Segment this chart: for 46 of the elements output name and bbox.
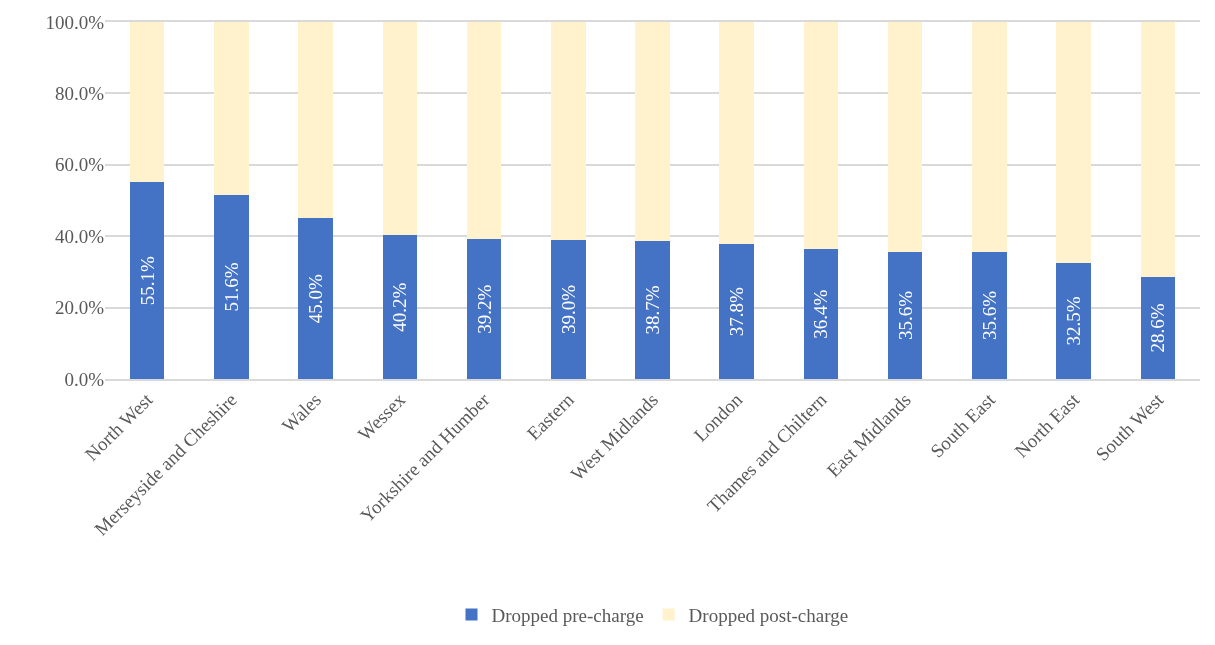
- bar: [972, 22, 1007, 252]
- bar: [719, 244, 754, 379]
- bar: [214, 194, 249, 379]
- y-tick-label: 80.0%: [54, 83, 105, 105]
- data-label: 36.4%: [810, 289, 832, 339]
- bar: [382, 22, 418, 236]
- data-label: 32.5%: [1063, 296, 1085, 346]
- bar: [1056, 22, 1091, 263]
- bar: [298, 218, 333, 379]
- bar: [972, 251, 1007, 379]
- bar: [887, 22, 923, 252]
- bar: [1056, 262, 1091, 379]
- y-tick-label: 0.0%: [64, 368, 105, 390]
- data-label: 39.0%: [557, 284, 579, 335]
- bar: [803, 22, 839, 250]
- bar: [803, 249, 839, 379]
- bar: [129, 22, 165, 183]
- bar: [466, 22, 502, 240]
- bar: [298, 22, 333, 219]
- data-label: 38.7%: [642, 285, 663, 335]
- y-tick-label: 100.0%: [45, 11, 105, 33]
- bar: [129, 182, 165, 379]
- data-label: 40.2%: [389, 282, 411, 332]
- bar: [887, 251, 923, 379]
- bar: [635, 240, 670, 379]
- data-label: 35.6%: [978, 290, 1000, 341]
- bar: [214, 22, 249, 195]
- legend-label: Dropped post-charge: [688, 604, 849, 626]
- bar: [382, 235, 418, 379]
- data-label: 28.6%: [1147, 303, 1169, 353]
- bar: [719, 22, 754, 245]
- bar: [551, 239, 586, 379]
- data-label: 51.6%: [220, 262, 242, 312]
- bar: [466, 239, 502, 379]
- data-label: 35.6%: [894, 290, 916, 341]
- bar: [1140, 22, 1176, 277]
- y-tick-label: 20.0%: [54, 297, 105, 319]
- data-label: 45.0%: [305, 274, 327, 324]
- legend-label: Dropped pre-charge: [491, 604, 644, 626]
- bar: [551, 22, 586, 240]
- y-tick-label: 60.0%: [54, 154, 105, 176]
- y-tick-label: 40.0%: [54, 225, 105, 247]
- data-label: 55.1%: [136, 256, 158, 306]
- bar: [635, 22, 670, 241]
- data-label: 39.2%: [473, 284, 495, 334]
- data-label: 37.8%: [726, 286, 748, 337]
